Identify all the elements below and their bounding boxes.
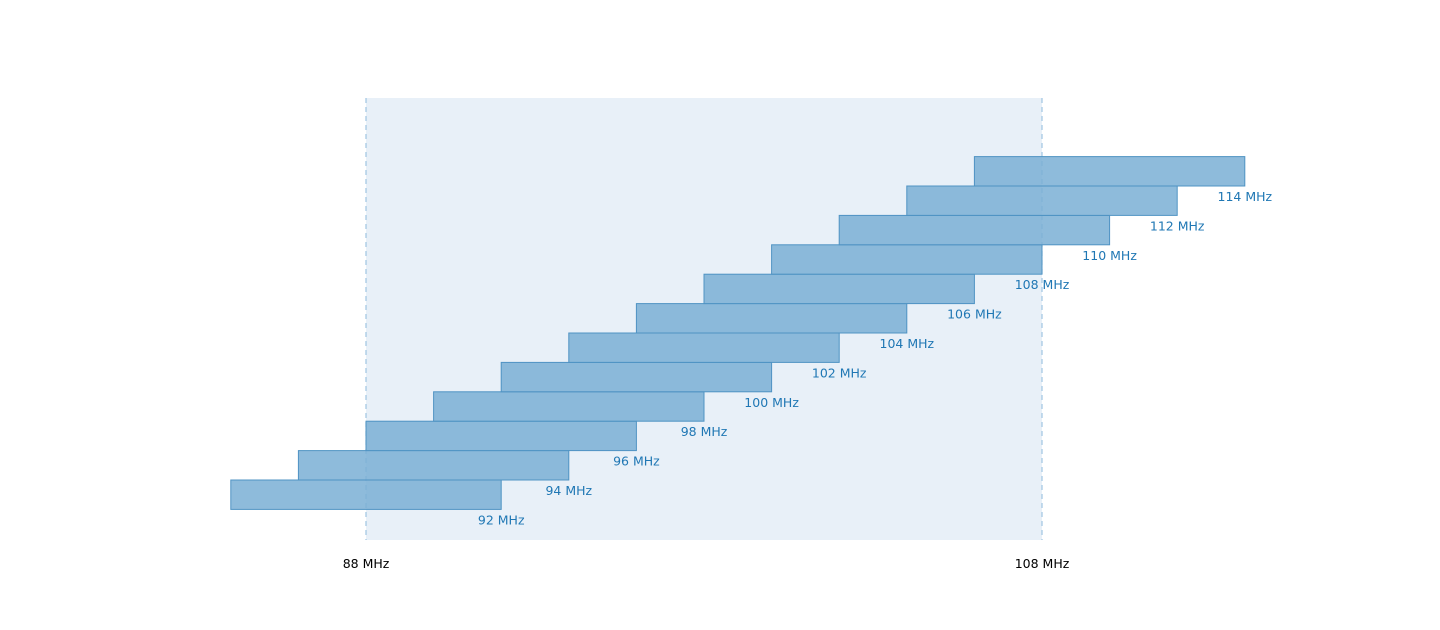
bar-112-mhz xyxy=(906,185,1178,216)
bar-label: 106 MHz xyxy=(947,307,1002,322)
bar-label: 112 MHz xyxy=(1150,218,1205,233)
bar-label: 92 MHz xyxy=(478,512,525,527)
bar-104-mhz xyxy=(635,303,908,334)
bar-114-mhz xyxy=(973,156,1246,187)
bar-98-mhz xyxy=(433,391,705,422)
bar-106-mhz xyxy=(703,273,975,305)
band-start-tick-label: 88 MHz xyxy=(343,556,390,571)
bar-label: 94 MHz xyxy=(545,483,592,498)
bar-102-mhz xyxy=(568,332,840,363)
band-end-tick-label: 108 MHz xyxy=(1015,556,1070,571)
bar-label: 100 MHz xyxy=(744,395,799,410)
bar-label: 114 MHz xyxy=(1218,189,1273,204)
bar-94-mhz xyxy=(297,450,570,481)
bars-group xyxy=(230,156,1246,510)
bar-label: 110 MHz xyxy=(1082,248,1137,263)
bar-100-mhz xyxy=(500,361,773,393)
bar-92-mhz xyxy=(230,479,502,510)
bar-label: 96 MHz xyxy=(613,454,660,469)
bar-108-mhz xyxy=(771,244,1043,275)
bar-labels-group: 92 MHz 94 MHz 96 MHz 98 MHz 100 MHz 102 MHz 10… xyxy=(478,189,1273,527)
bar-label: 98 MHz xyxy=(681,424,728,439)
bar-label: 104 MHz xyxy=(880,336,935,351)
bar-label: 108 MHz xyxy=(1015,277,1070,292)
bar-label: 102 MHz xyxy=(812,365,867,380)
bar-110-mhz xyxy=(838,214,1111,246)
bar-96-mhz xyxy=(365,420,637,452)
